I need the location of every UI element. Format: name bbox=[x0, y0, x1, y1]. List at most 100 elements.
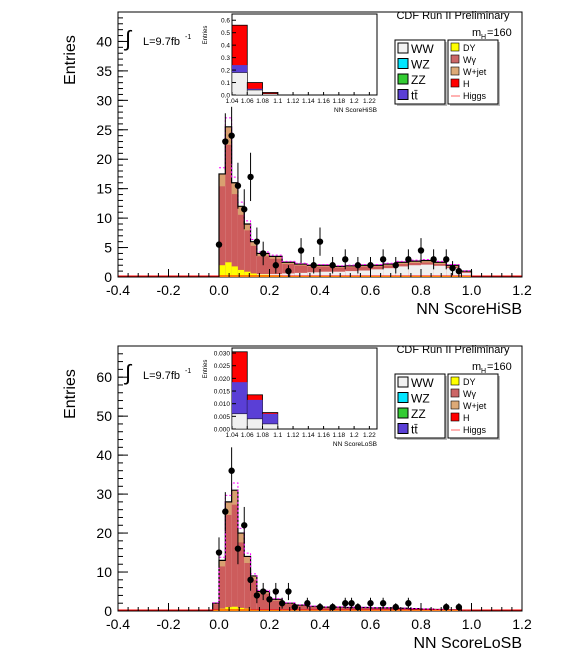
stack-bar-dy bbox=[232, 266, 238, 277]
data-point bbox=[348, 600, 354, 606]
mass-label: m bbox=[472, 27, 481, 39]
x-tick-label: 0.6 bbox=[361, 282, 381, 298]
inset-x-tick-label: 1.18 bbox=[333, 98, 346, 105]
legend-label: tt̄ bbox=[411, 89, 418, 103]
data-point bbox=[393, 262, 399, 268]
legend-swatch bbox=[451, 79, 459, 87]
stack-bar-ww bbox=[396, 266, 409, 277]
lumi-label: L=9.7fb bbox=[143, 36, 180, 48]
legend-label: WW bbox=[411, 376, 434, 390]
inset-y-tick-label: 0.020 bbox=[214, 376, 231, 383]
data-point bbox=[405, 600, 411, 606]
y-tick-label: 40 bbox=[96, 447, 112, 463]
legend-swatch bbox=[451, 389, 459, 397]
lumi-label: L=9.7fb bbox=[143, 370, 180, 382]
inset-y-tick-label: 0.025 bbox=[214, 363, 231, 370]
legend-label: tt̄ bbox=[411, 423, 418, 437]
data-point bbox=[329, 262, 335, 268]
stack-bar-wgamma bbox=[251, 242, 257, 277]
data-point bbox=[247, 577, 253, 583]
y-tick-label: 5 bbox=[104, 240, 112, 256]
legend-label: DY bbox=[463, 377, 476, 387]
stack-bar-wgamma bbox=[238, 533, 244, 611]
y-tick-label: 30 bbox=[96, 92, 112, 108]
data-point bbox=[254, 592, 260, 598]
legend-label: WW bbox=[411, 42, 434, 56]
data-point bbox=[380, 600, 386, 606]
y-tick-label: 20 bbox=[96, 151, 112, 167]
legend-swatch bbox=[451, 401, 459, 409]
inset-y-tick-label: 0.010 bbox=[214, 401, 231, 408]
data-point bbox=[260, 588, 266, 594]
stack-bar-wjet bbox=[244, 556, 250, 563]
legend-label: Higgs bbox=[463, 91, 487, 101]
stack-bar-wjet bbox=[238, 533, 244, 542]
inset-bar-ww bbox=[247, 90, 262, 95]
legend-swatch bbox=[398, 90, 408, 100]
stack-bar-wgamma bbox=[232, 183, 238, 277]
stack-bar-ww bbox=[434, 266, 447, 277]
inset-x-tick-label: 1.04 bbox=[226, 432, 239, 439]
data-point bbox=[216, 241, 222, 247]
inset-x-tick-label: 1.1 bbox=[273, 432, 282, 439]
data-point bbox=[298, 247, 304, 253]
legend-label: ZZ bbox=[411, 73, 426, 87]
inset-bar-ww bbox=[263, 424, 278, 429]
mass-value: =160 bbox=[487, 361, 512, 373]
legend-swatch bbox=[398, 74, 408, 84]
inset-y-tick-label: 0.2 bbox=[221, 68, 230, 75]
legend-label: WZ bbox=[411, 58, 430, 72]
inset-y-tick-label: 0.6 bbox=[221, 18, 230, 25]
inset-y-tick-label: 0.4 bbox=[221, 43, 230, 50]
lumi-superscript: -1 bbox=[185, 368, 191, 375]
data-point bbox=[380, 256, 386, 262]
data-point bbox=[254, 238, 260, 244]
legend-label: WZ bbox=[411, 392, 430, 406]
x-tick-label: 0.0 bbox=[209, 282, 229, 298]
legend-swatch bbox=[398, 59, 408, 69]
data-point bbox=[228, 132, 234, 138]
x-tick-label: 0.8 bbox=[411, 282, 431, 298]
legend-swatch bbox=[451, 55, 459, 63]
legend-swatch bbox=[398, 377, 408, 387]
inset-x-tick-label: 1.22 bbox=[363, 432, 376, 439]
legend-label: H bbox=[463, 79, 470, 89]
y-tick-label: 40 bbox=[96, 33, 112, 49]
inset-x-tick-label: 1.14 bbox=[302, 432, 315, 439]
data-point bbox=[241, 522, 247, 528]
x-tick-label: -0.2 bbox=[156, 282, 180, 298]
y-axis-title: Entries bbox=[62, 369, 79, 419]
inset-x-tick-label: 1.18 bbox=[333, 432, 346, 439]
header-text: CDF Run II Preliminary bbox=[396, 344, 510, 356]
data-point bbox=[273, 588, 279, 594]
stack-bar-wgamma bbox=[219, 560, 225, 611]
stack-bar-dy bbox=[225, 262, 231, 277]
stack-bar-ww bbox=[408, 265, 421, 277]
data-point bbox=[355, 262, 361, 268]
data-point bbox=[430, 256, 436, 262]
data-point bbox=[260, 250, 266, 256]
inset-x-tick-label: 1.1 bbox=[273, 98, 282, 105]
legend-label: Wγ bbox=[463, 389, 476, 399]
inset-y-axis-title: Entries bbox=[203, 360, 209, 379]
y-tick-label: 0 bbox=[104, 269, 112, 285]
inset-x-tick-label: 1.14 bbox=[302, 98, 315, 105]
stack-bar-dy bbox=[219, 265, 225, 277]
inset-y-tick-label: 0.005 bbox=[214, 414, 231, 421]
legend-label: W+jet bbox=[463, 401, 487, 411]
inset-y-tick-label: 0.5 bbox=[221, 30, 230, 37]
stack-bar-wjet bbox=[219, 174, 225, 186]
y-tick-label: 25 bbox=[96, 122, 112, 138]
data-point bbox=[273, 262, 279, 268]
header-text: CDF Run II Preliminary bbox=[396, 10, 510, 22]
y-tick-label: 50 bbox=[96, 408, 112, 424]
inset-x-tick-label: 1.16 bbox=[317, 432, 330, 439]
y-tick-label: 20 bbox=[96, 525, 112, 541]
inset-x-tick-label: 1.06 bbox=[241, 432, 254, 439]
stack-bar-wgamma bbox=[219, 174, 225, 277]
inset-bar-ww bbox=[247, 419, 262, 429]
inset-x-tick-label: 1.2 bbox=[350, 432, 359, 439]
inset-bar-ww bbox=[263, 94, 278, 95]
